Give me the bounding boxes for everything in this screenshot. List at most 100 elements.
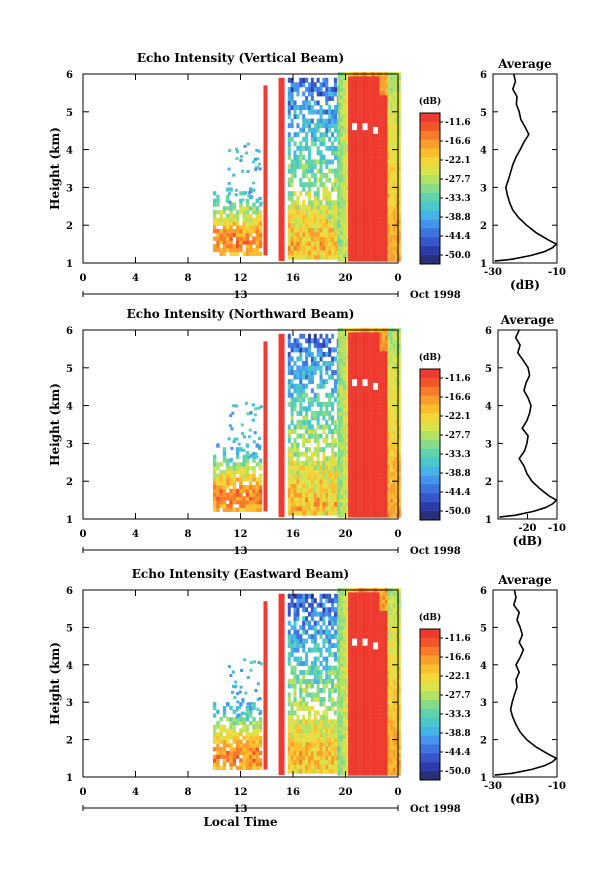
- avg-y-tick-label: 5: [480, 623, 487, 634]
- colorbar-swatch: [420, 413, 440, 423]
- colorbar-label: -11.6: [445, 118, 471, 128]
- colorbar-swatch: [420, 717, 440, 728]
- colorbar-title: (dB): [419, 96, 441, 107]
- y-tick-label: 1: [66, 773, 73, 784]
- date-label: 13: [234, 546, 248, 557]
- y-axis-label: Height (km): [48, 127, 62, 210]
- colorbar-label: -38.8: [445, 729, 471, 739]
- colorbar-swatch: [420, 484, 440, 494]
- colorbar-swatch: [420, 369, 440, 379]
- average-title: Average: [497, 57, 552, 71]
- avg-y-tick-label: 3: [480, 183, 487, 194]
- colorbar-label: -44.4: [445, 748, 471, 758]
- y-tick-label: 5: [66, 623, 73, 634]
- colorbar-swatch: [420, 377, 440, 388]
- x-tick-label: 16: [286, 787, 300, 798]
- avg-y-tick-label: 3: [480, 698, 487, 709]
- avg-y-tick-label: 6: [480, 586, 487, 597]
- x-tick-label: 0: [80, 273, 87, 284]
- y-tick-label: 6: [66, 586, 73, 597]
- colorbar-swatch: [420, 246, 440, 256]
- y-tick-label: 5: [66, 364, 73, 375]
- colorbar-swatch: [420, 502, 440, 512]
- colorbar-label: -50.0: [445, 767, 471, 777]
- avg-x-label: (dB): [510, 792, 540, 806]
- avg-x-tick-label: -10: [548, 523, 566, 534]
- colorbar-swatch: [420, 457, 440, 468]
- x-tick-label: 20: [339, 529, 353, 540]
- average-frame: [492, 589, 558, 778]
- x-tick-label: 12: [234, 529, 248, 540]
- colorbar-swatch: [420, 228, 440, 238]
- colorbar: [420, 369, 440, 521]
- colorbar-label: -33.3: [445, 194, 471, 204]
- colorbar-swatch: [420, 637, 440, 648]
- colorbar-label: -27.7: [445, 691, 471, 701]
- colorbar-label: -16.6: [445, 653, 471, 663]
- month-label: Oct 1998: [410, 804, 461, 815]
- colorbar-frame: [419, 368, 441, 521]
- avg-y-tick-label: 5: [480, 108, 487, 119]
- colorbar-swatch: [420, 255, 440, 265]
- heatmap-field: [212, 328, 401, 518]
- x-tick-label: 0: [395, 787, 402, 798]
- colorbar-swatch: [420, 771, 440, 781]
- x-tick-label: 0: [80, 529, 87, 540]
- x-tick-label: 0: [395, 273, 402, 284]
- colorbar-label: -50.0: [445, 251, 471, 261]
- avg-y-tick-label: 3: [485, 439, 492, 450]
- avg-y-tick-label: 1: [480, 773, 487, 784]
- colorbar-label: -38.8: [445, 213, 471, 223]
- colorbar-label: -11.6: [445, 634, 471, 644]
- y-tick-label: 5: [66, 108, 73, 119]
- x-tick-label: 4: [132, 273, 139, 284]
- x-tick-label: 8: [185, 273, 192, 284]
- month-label: Oct 1998: [410, 290, 461, 301]
- heatmap-field: [212, 588, 401, 776]
- x-tick-label: 20: [339, 787, 353, 798]
- colorbar-label: -16.6: [445, 137, 471, 147]
- colorbar-swatch: [420, 440, 440, 450]
- colorbar-label: -38.8: [445, 469, 471, 479]
- date-label: 13: [234, 290, 248, 301]
- x-tick-label: 16: [286, 529, 300, 540]
- x-tick-label: 8: [185, 529, 192, 540]
- y-tick-label: 1: [66, 515, 73, 526]
- colorbar-swatch: [420, 404, 440, 414]
- colorbar-swatch: [420, 192, 440, 203]
- colorbar-swatch: [420, 113, 440, 123]
- avg-y-tick-label: 6: [480, 70, 487, 81]
- colorbar-label: -33.3: [445, 710, 471, 720]
- avg-x-tick-label: -20: [518, 523, 536, 534]
- colorbar-label: -16.6: [445, 393, 471, 403]
- x-tick-label: 4: [132, 529, 139, 540]
- average-profile-line: [494, 73, 558, 262]
- colorbar: [420, 629, 440, 781]
- y-tick-label: 2: [66, 477, 73, 488]
- colorbar-swatch: [420, 175, 440, 185]
- colorbar-swatch: [420, 237, 440, 247]
- y-tick-label: 4: [66, 661, 73, 672]
- avg-y-tick-label: 2: [485, 477, 492, 488]
- y-tick-label: 6: [66, 326, 73, 337]
- colorbar-swatch: [420, 431, 440, 441]
- colorbar-swatch: [420, 386, 440, 396]
- colorbar-label: -50.0: [445, 507, 471, 517]
- x-tick-label: 12: [234, 273, 248, 284]
- colorbar-label: -22.1: [445, 412, 471, 422]
- avg-x-label: (dB): [513, 534, 543, 548]
- x-tick-label: 8: [185, 787, 192, 798]
- colorbar-swatch: [420, 511, 440, 521]
- avg-x-tick-label: -10: [548, 781, 566, 792]
- panel-2: [82, 328, 558, 553]
- panel-1: [82, 72, 558, 297]
- colorbar-swatch: [420, 700, 440, 710]
- colorbar-swatch: [420, 157, 440, 167]
- colorbar-swatch: [420, 735, 440, 745]
- panel-3: [82, 588, 558, 811]
- colorbar-swatch: [420, 466, 440, 476]
- avg-x-tick-label: -30: [484, 267, 502, 278]
- avg-y-tick-label: 1: [485, 515, 492, 526]
- colorbar-frame: [419, 112, 441, 265]
- heatmap-field: [212, 72, 401, 262]
